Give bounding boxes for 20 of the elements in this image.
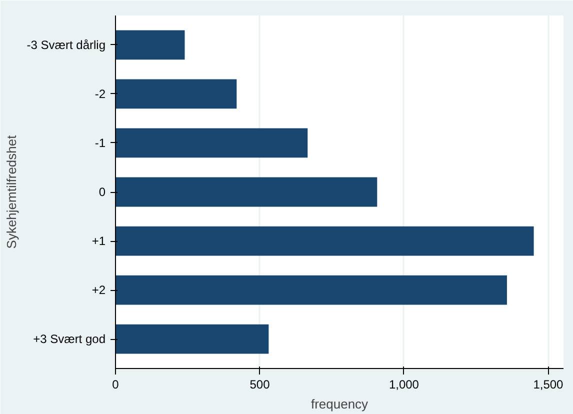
x-tick-label: 0 [112, 378, 120, 392]
y-tick-label: -3 Svært dårlig [26, 38, 106, 52]
y-tick-label: -1 [94, 136, 106, 150]
y-tick-label: -2 [94, 86, 106, 101]
y-axis-title: Sykehjemtilfredshet [4, 134, 19, 249]
x-tick-label: 500 [250, 378, 270, 392]
x-tick-label: 1,000 [388, 378, 420, 392]
x-axis-title: frequency [310, 396, 369, 412]
y-tick-label: +3 Svært god [33, 332, 106, 346]
bar [116, 275, 507, 305]
bar [116, 177, 378, 207]
bar [116, 324, 269, 354]
y-tick-label: 0 [98, 185, 106, 199]
y-tick-label: +1 [92, 234, 106, 248]
bar [116, 30, 185, 60]
bar [116, 128, 308, 158]
y-tick-label: +2 [92, 283, 106, 298]
x-tick-label: 1,500 [533, 378, 564, 392]
bar [116, 79, 237, 109]
bar [116, 226, 534, 256]
